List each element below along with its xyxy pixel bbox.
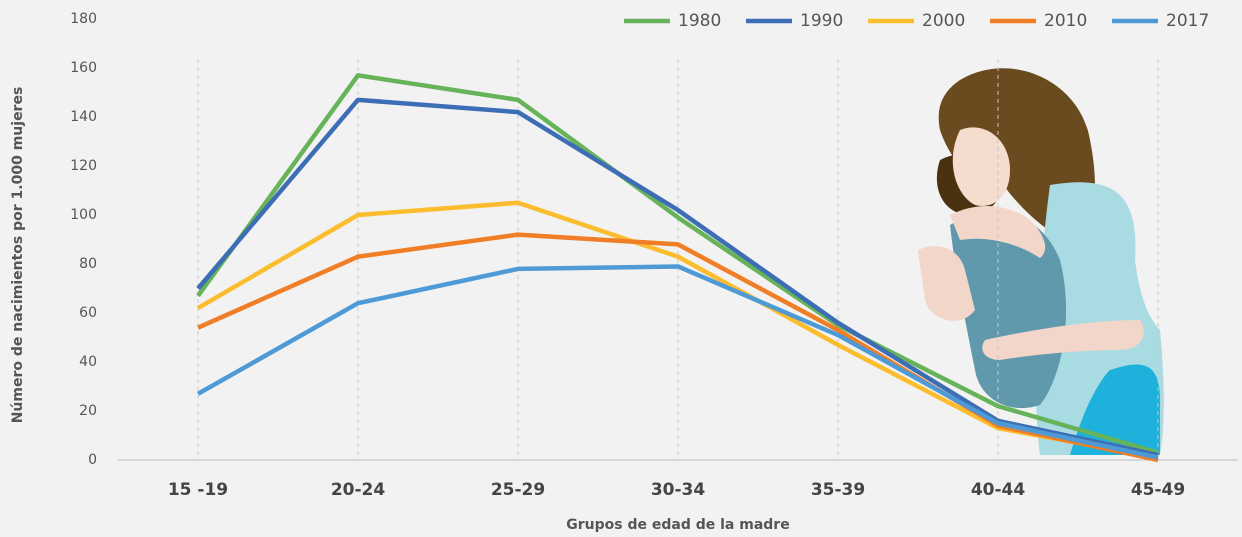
legend-label: 2017 [1166, 11, 1209, 31]
y-tick-label: 100 [70, 207, 97, 223]
legend-label: 2000 [922, 11, 965, 31]
chart: Número de nacimientos por 1.000 mujeres … [0, 0, 1242, 537]
y-tick-label: 120 [70, 158, 97, 174]
x-tick-label: 45-49 [1131, 480, 1185, 500]
x-axis-label: Grupos de edad de la madre [566, 517, 789, 533]
x-tick-label: 40-44 [971, 480, 1026, 500]
y-tick-label: 0 [88, 452, 97, 468]
x-tick-label: 35-39 [811, 480, 865, 500]
x-tick-label: 25-29 [491, 480, 545, 500]
y-tick-label: 180 [70, 11, 97, 27]
y-tick-label: 40 [79, 354, 97, 370]
legend-label: 1990 [800, 11, 843, 31]
legend-label: 1980 [678, 11, 721, 31]
y-tick-label: 60 [79, 305, 97, 321]
x-tick-label: 30-34 [651, 480, 706, 500]
x-tick-label: 15 -19 [168, 480, 228, 500]
y-tick-label: 160 [70, 60, 97, 76]
y-tick-label: 20 [79, 403, 97, 419]
legend-label: 2010 [1044, 11, 1087, 31]
y-tick-label: 140 [70, 109, 97, 125]
x-tick-label: 20-24 [331, 480, 386, 500]
y-axis-label: Número de nacimientos por 1.000 mujeres [10, 87, 26, 424]
y-tick-label: 80 [79, 256, 97, 272]
